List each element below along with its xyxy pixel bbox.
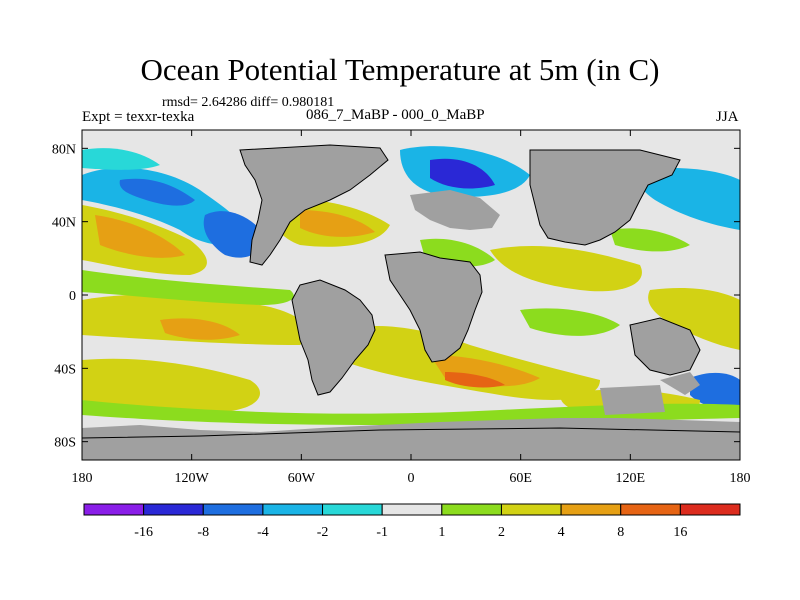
cases-label: 086_7_MaBP - 000_0_MaBP [306,107,485,123]
lon-tick-label: 0 [408,471,415,486]
land-north-america [240,145,388,265]
warm-band-indian [490,245,642,292]
colorbar-label: 2 [498,525,505,540]
land-africa [385,252,482,362]
colorbar-swatch [143,503,204,516]
latitude-axis: 80N 40N 0 40S 80S [52,142,740,451]
colorbar-label: 4 [558,525,565,540]
colorbar-swatch [620,503,681,516]
land-south-america [292,280,375,395]
colorbar-swatch [262,503,324,516]
lat-tick-label: 80N [52,142,76,157]
lat-tick-label: 0 [69,289,76,304]
lon-tick-label: 60E [509,471,532,486]
map-field [82,130,740,460]
warm-core-north-atlantic [300,210,375,237]
chart-title: Ocean Potential Temperature at 5m (in C) [140,52,660,87]
experiment-label: Expt = texxr-texka [82,109,195,125]
coastline-south-america [291,279,376,396]
cold-region-north-atlantic [203,211,265,258]
colorbar-swatch [322,503,383,516]
hot-core-south-atlantic [445,372,505,388]
lon-tick-label: 60W [288,471,316,486]
land-asia [530,150,680,245]
land-southern-block [600,385,665,415]
land-australia [630,318,700,375]
colorbar-label: -1 [376,525,388,540]
cold-core-arctic [430,158,495,189]
lon-tick-label: 120E [616,471,646,486]
colorbar-swatch [381,503,443,516]
warm-band-pacific-south [82,358,260,412]
colorbar-swatch [560,503,622,516]
colorbar-swatch [83,503,145,516]
land-europe [410,190,500,230]
green-band-north-east [610,228,690,252]
colorbar-label: 8 [617,525,624,540]
season-label: JJA [716,109,739,125]
colorbar-label: -4 [257,525,269,540]
colorbar-label: -8 [197,525,209,540]
colorbar-label: -2 [317,525,329,540]
green-band-south-indian [520,308,620,336]
anomaly-bands [82,146,740,425]
cyan-patch-north [82,148,160,170]
coastline-africa [384,251,483,363]
cold-region-south-east [690,372,740,411]
warm-band-east-pacific [648,288,740,350]
coastline-north-america [239,144,389,266]
coastline-australia [629,317,701,376]
cold-region-north-east [638,168,740,230]
colorbar-label: -16 [134,525,153,540]
colorbar-swatch [679,503,741,516]
colorbar-label: 1 [438,525,445,540]
longitude-axis: 180 120W 60W 0 60E 120E 180 [72,130,751,486]
green-band-midlatitude [82,270,294,305]
coastlines [82,144,740,439]
lat-tick-label: 80S [54,436,76,451]
lon-tick-label: 180 [72,471,93,486]
warm-core-east-pacific [160,318,240,340]
warm-core-north-pacific [95,215,185,258]
lat-tick-label: 40N [52,216,76,231]
land-southern-islands [660,372,700,395]
colorbar-swatch [500,503,562,516]
coastline-antarctica [82,427,740,439]
colorbar-label: 16 [673,525,687,540]
stats-line: rmsd= 2.64286 diff= 0.980181 [162,95,335,110]
colorbar-swatch [441,503,502,516]
lon-tick-label: 120W [175,471,210,486]
coastline-asia [529,149,681,246]
colorbar: -16 -8 -4 -2 -1 1 2 4 8 16 [83,503,741,540]
land-greenland [290,170,330,195]
cold-core-north-pacific [119,178,195,206]
lat-tick-label: 40S [54,362,76,377]
lon-tick-label: 180 [730,471,751,486]
colorbar-swatch [202,503,264,516]
